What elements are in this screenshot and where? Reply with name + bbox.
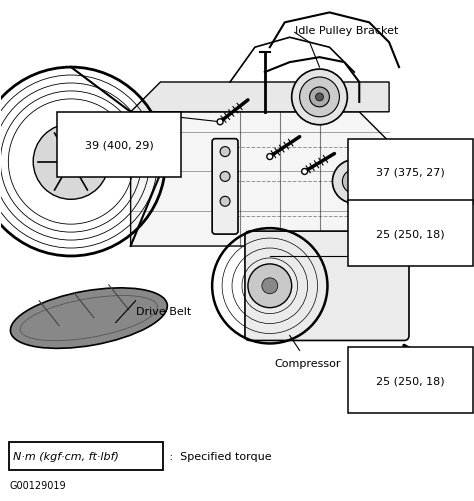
Text: 39 (400, 29): 39 (400, 29) (85, 140, 154, 150)
Circle shape (421, 221, 427, 226)
Circle shape (342, 170, 366, 194)
FancyBboxPatch shape (9, 442, 164, 470)
Text: Drive Belt: Drive Belt (136, 306, 191, 316)
Circle shape (310, 88, 329, 108)
FancyBboxPatch shape (245, 231, 409, 341)
Text: 37 (375, 27): 37 (375, 27) (376, 167, 445, 177)
Circle shape (316, 94, 323, 102)
Text: :  Specified torque: : Specified torque (166, 451, 272, 461)
Text: G00129019: G00129019 (9, 479, 66, 489)
Circle shape (220, 172, 230, 182)
Circle shape (217, 120, 223, 125)
Circle shape (426, 159, 432, 165)
Circle shape (248, 265, 292, 308)
Circle shape (300, 78, 339, 118)
Text: Bolt: Bolt (61, 140, 83, 150)
Text: Bolt: Bolt (352, 375, 374, 385)
Text: N·m (kgf·cm, ft·lbf): N·m (kgf·cm, ft·lbf) (13, 451, 119, 461)
Circle shape (220, 147, 230, 157)
Circle shape (220, 197, 230, 207)
Circle shape (446, 368, 452, 374)
Polygon shape (131, 83, 389, 113)
Ellipse shape (10, 288, 167, 349)
Circle shape (59, 150, 83, 174)
Circle shape (349, 177, 359, 187)
Text: 25 (250, 18): 25 (250, 18) (376, 375, 445, 385)
Text: Bolt: Bolt (352, 167, 374, 177)
Circle shape (292, 70, 347, 125)
Circle shape (332, 160, 376, 204)
Text: 25 (250, 18): 25 (250, 18) (376, 228, 445, 238)
Text: Compressor: Compressor (274, 359, 341, 369)
Circle shape (301, 169, 308, 175)
Text: Bolt: Bolt (352, 228, 374, 238)
Circle shape (267, 154, 273, 160)
Circle shape (33, 124, 109, 200)
FancyBboxPatch shape (212, 139, 238, 234)
Circle shape (262, 278, 278, 294)
Circle shape (66, 157, 76, 167)
Text: Idle Pulley Bracket: Idle Pulley Bracket (295, 26, 398, 36)
Polygon shape (131, 113, 389, 246)
